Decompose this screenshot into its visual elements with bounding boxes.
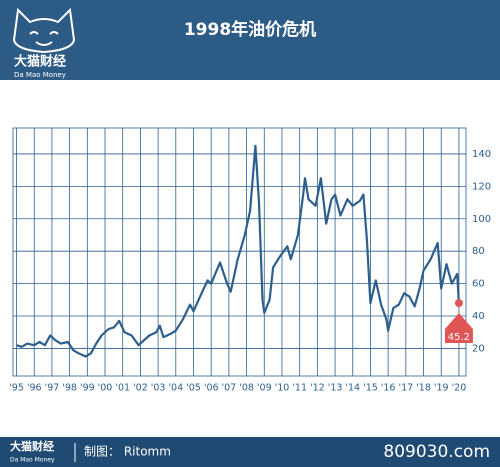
- x-tick-label: '05: [186, 383, 201, 394]
- x-tick-label: '17: [398, 383, 413, 394]
- brand-sub: Da Mao Money: [14, 71, 66, 79]
- x-tick-label: '16: [381, 383, 396, 394]
- x-tick-label: '06: [204, 383, 219, 394]
- logo: [12, 7, 76, 54]
- x-tick-label: '11: [292, 383, 307, 394]
- header-band: [0, 0, 500, 80]
- x-tick-label: '12: [310, 383, 325, 394]
- y-tick-label: 100: [472, 214, 491, 225]
- x-tick-label: '00: [98, 383, 113, 394]
- annotation-label: 45.2: [448, 332, 470, 343]
- x-tick-label: '09: [257, 383, 272, 394]
- x-tick-label: '04: [168, 383, 183, 394]
- x-tick-label: '95: [9, 383, 24, 394]
- x-tick-label: '08: [239, 383, 254, 394]
- plot-frame: [12, 127, 467, 377]
- x-tick-label: '10: [275, 383, 290, 394]
- y-tick-label: 120: [472, 181, 491, 192]
- x-tick-label: '14: [345, 383, 360, 394]
- x-tick-label: '96: [27, 383, 42, 394]
- y-tick-label: 20: [472, 343, 485, 354]
- plot-background: [0, 80, 500, 437]
- price-line: [16, 144, 460, 358]
- y-tick-label: 80: [472, 246, 485, 257]
- x-tick-label: '19: [434, 383, 449, 394]
- x-tick-label: '97: [45, 383, 60, 394]
- footer-brand-sub: Da Mao Money: [10, 457, 55, 464]
- website: 809030.com: [383, 442, 490, 462]
- chart-title: 1998年油价危机: [184, 19, 316, 40]
- x-tick-label: '02: [133, 383, 148, 394]
- y-tick-label: 140: [472, 149, 491, 160]
- x-tick-label: '15: [363, 383, 378, 394]
- x-tick-label: '07: [222, 383, 237, 394]
- annotation-marker: [444, 313, 473, 344]
- x-tick-label: '13: [328, 383, 343, 394]
- y-tick-label: 60: [472, 279, 485, 290]
- x-tick-label: '20: [452, 383, 467, 394]
- brand: 大猫财经: [14, 54, 66, 70]
- credit: 制图： Ritomm: [84, 445, 171, 459]
- x-tick-label: '01: [115, 383, 130, 394]
- x-tick-label: '18: [416, 383, 431, 394]
- footer-brand: 大猫财经: [10, 439, 54, 453]
- y-tick-label: 40: [472, 311, 485, 322]
- last-point: [454, 299, 463, 308]
- x-tick-label: '99: [80, 383, 95, 394]
- footer-band: [0, 437, 500, 467]
- x-tick-label: '98: [62, 383, 77, 394]
- x-tick-label: '03: [151, 383, 166, 394]
- plot: 20406080100120140'95'96'97'98'99'00'01'0…: [9, 127, 491, 394]
